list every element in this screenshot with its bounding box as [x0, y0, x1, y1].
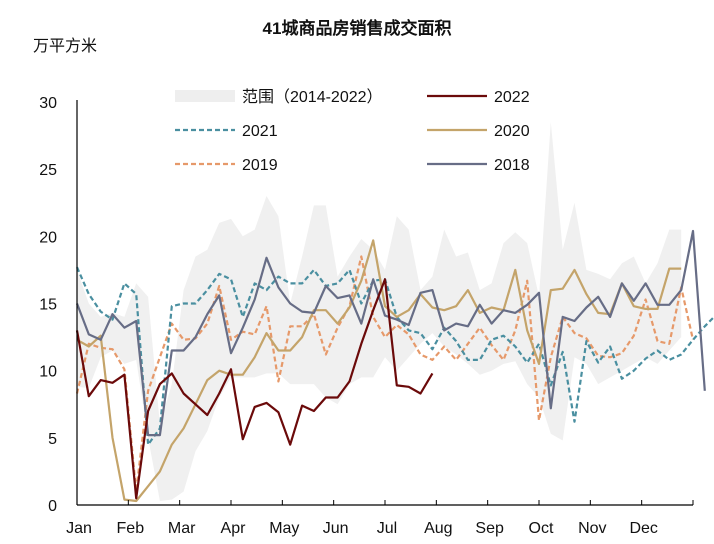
legend-label: 2020 — [494, 123, 530, 140]
x-tick-label: Nov — [578, 520, 606, 537]
legend-item-2020: 2020 — [427, 123, 530, 140]
y-tick-label: 5 — [48, 431, 57, 448]
chart-title: 41城商品房销售成交面积 — [262, 19, 452, 38]
x-tick-label: Apr — [221, 520, 247, 537]
range-band — [77, 122, 682, 501]
legend-item-2022: 2022 — [427, 89, 530, 106]
series-lines — [75, 229, 714, 503]
series-2018-line — [75, 229, 706, 437]
legend: 范围（2014-2022） 2022 2021 2020 2019 2018 — [175, 88, 530, 174]
x-tick-label: Dec — [629, 520, 657, 537]
y-tick-label: 15 — [39, 297, 57, 314]
legend-item-2021: 2021 — [175, 123, 278, 140]
series-2021-line — [75, 266, 714, 446]
y-tick-label: 25 — [39, 162, 57, 179]
x-tick-label: Aug — [424, 520, 452, 537]
x-tick-label: Jan — [66, 520, 92, 537]
x-tick-label: Sep — [475, 520, 504, 537]
x-tick-label: Jun — [323, 520, 349, 537]
legend-swatch — [175, 90, 235, 102]
legend-label: 2022 — [494, 89, 530, 106]
legend-label: 2019 — [242, 157, 278, 174]
y-tick-label: 0 — [48, 498, 57, 515]
legend-label: 范围（2014-2022） — [242, 88, 383, 106]
legend-label: 2021 — [242, 123, 278, 140]
x-tick-label: May — [269, 520, 299, 537]
y-tick-label: 20 — [39, 229, 57, 246]
axes: 0 5 10 15 20 25 30 Jan Feb Mar Apr May Jun Jul Aug Sep O… — [39, 95, 694, 537]
x-tick-label: Jul — [377, 520, 397, 537]
series-2022-line — [75, 278, 434, 500]
y-axis-unit-label: 万平方米 — [33, 38, 98, 55]
x-tick-label: Feb — [117, 520, 145, 537]
x-tick-label: Oct — [529, 520, 554, 537]
y-tick-label: 10 — [39, 364, 57, 381]
range-band-area — [77, 122, 682, 501]
series-2020-line — [76, 239, 682, 503]
legend-item-2018: 2018 — [427, 157, 530, 174]
legend-item-2019: 2019 — [175, 157, 278, 174]
legend-item-range: 范围（2014-2022） — [175, 88, 383, 106]
legend-label: 2018 — [494, 157, 530, 174]
y-tick-label: 30 — [39, 95, 57, 112]
x-tick-label: Mar — [168, 520, 196, 537]
